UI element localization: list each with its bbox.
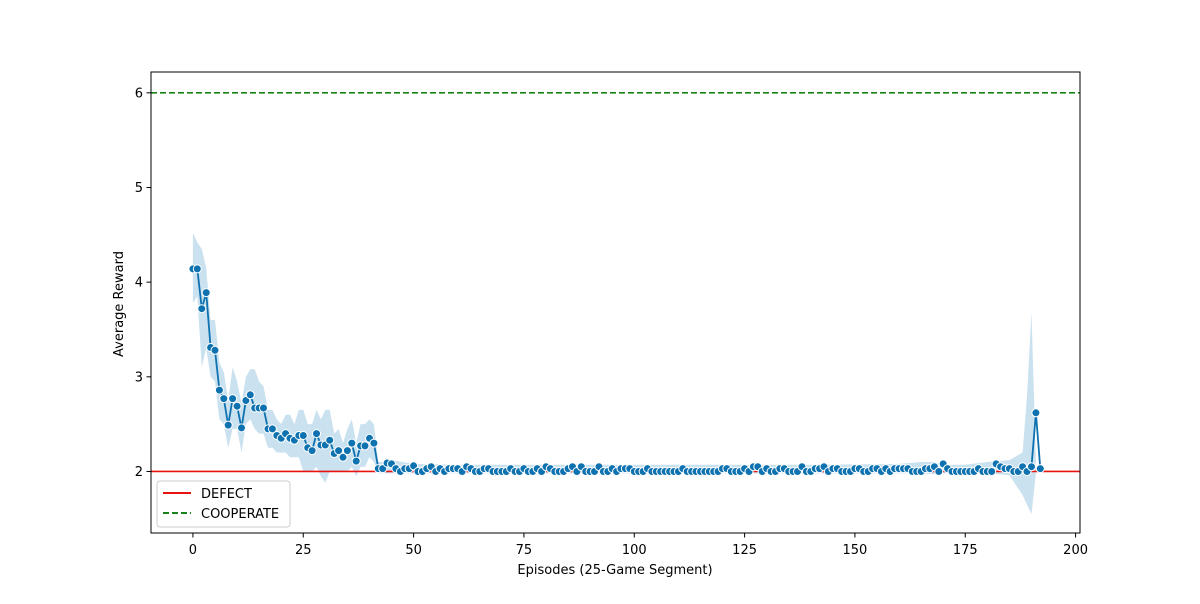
ticks-layer: 0 25 50 75 100 125 150 175 200 2 3 4 5 6 bbox=[135, 86, 1088, 558]
x-tick-label: 50 bbox=[405, 543, 422, 558]
data-point bbox=[987, 467, 997, 476]
data-point bbox=[351, 456, 361, 466]
data-point bbox=[1027, 462, 1036, 472]
series-layer bbox=[188, 264, 1045, 476]
data-point bbox=[307, 446, 317, 456]
x-tick-label: 200 bbox=[1063, 543, 1088, 558]
legend-defect-label: DEFECT bbox=[201, 487, 252, 502]
legend: DEFECT COOPERATE bbox=[156, 480, 291, 528]
data-point bbox=[237, 423, 246, 433]
data-point bbox=[228, 394, 238, 404]
x-tick-label: 175 bbox=[953, 543, 978, 558]
data-point bbox=[197, 304, 207, 314]
data-point bbox=[232, 401, 242, 411]
data-point bbox=[298, 431, 308, 440]
data-point bbox=[201, 288, 211, 298]
data-point bbox=[219, 394, 229, 404]
axes-layer bbox=[150, 71, 1081, 534]
legend-cooperate-label: COOPERATE bbox=[201, 507, 279, 522]
reference-lines-layer bbox=[151, 92, 1080, 473]
x-tick-label: 0 bbox=[189, 543, 197, 558]
data-point bbox=[369, 438, 379, 448]
data-point bbox=[1031, 408, 1041, 418]
data-point bbox=[360, 441, 370, 451]
data-point bbox=[325, 435, 335, 445]
data-point bbox=[210, 345, 220, 355]
x-tick-label: 25 bbox=[295, 543, 312, 558]
data-point bbox=[267, 424, 277, 434]
y-tick-label: 6 bbox=[135, 86, 143, 101]
data-point bbox=[934, 467, 944, 476]
data-point bbox=[312, 429, 321, 439]
y-tick-label: 3 bbox=[135, 370, 143, 385]
data-point bbox=[192, 264, 202, 274]
data-point bbox=[223, 420, 233, 430]
y-tick-label: 5 bbox=[135, 181, 143, 196]
data-point bbox=[347, 438, 357, 448]
plot-frame bbox=[150, 71, 1081, 534]
x-axis-label: Episodes (25-Game Segment) bbox=[517, 563, 712, 578]
data-point bbox=[334, 446, 344, 456]
x-tick-label: 75 bbox=[516, 543, 533, 558]
data-point bbox=[1035, 464, 1045, 474]
data-point bbox=[245, 390, 255, 400]
data-point bbox=[342, 446, 352, 456]
x-tick-label: 100 bbox=[622, 543, 647, 558]
y-tick-label: 2 bbox=[135, 465, 143, 480]
y-axis-label: Average Reward bbox=[112, 251, 127, 357]
data-point bbox=[338, 452, 348, 462]
x-tick-label: 125 bbox=[732, 543, 757, 558]
data-point bbox=[214, 385, 224, 395]
data-point bbox=[259, 403, 268, 413]
y-tick-label: 4 bbox=[135, 276, 143, 291]
x-tick-label: 150 bbox=[843, 543, 868, 558]
